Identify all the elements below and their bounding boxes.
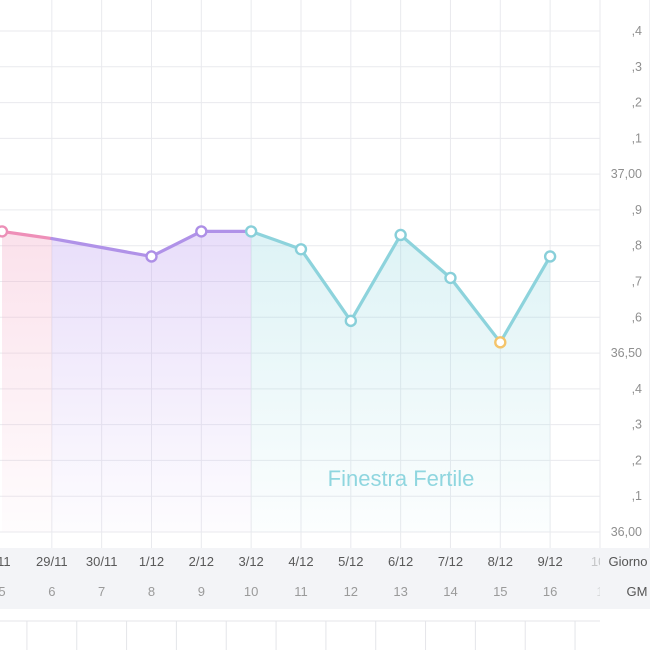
y-tick-label: ,4 (632, 24, 642, 38)
date-row-header: Giorno (608, 554, 647, 569)
phase-fills (2, 231, 551, 532)
y-tick-label: ,6 (632, 310, 642, 324)
data-point (444, 271, 457, 285)
cycle-day-label: 5 (0, 584, 6, 599)
data-point (494, 336, 507, 349)
line-segment-pink (0, 229, 54, 241)
data-point (195, 225, 208, 238)
cycle-day-row-header: GM (627, 584, 648, 599)
x-tick-label: 6/12 (388, 554, 413, 569)
x-tick-label: 8/12 (488, 554, 513, 569)
x-tick-label: 4/12 (288, 554, 313, 569)
fertile-window-label: Finestra Fertile (328, 466, 475, 491)
data-point (543, 250, 557, 263)
data-point (0, 225, 9, 238)
phase-fill-2 (251, 231, 551, 532)
row-header-panel (600, 548, 650, 609)
x-tick-label: 5/12 (338, 554, 363, 569)
y-tick-label: ,8 (632, 239, 642, 253)
y-tick-label: ,7 (632, 275, 642, 289)
x-tick-label: 7/12 (438, 554, 463, 569)
y-tick-label: ,1 (632, 131, 642, 145)
cycle-day-labels: 5 6 7 8 9 10 11 12 13 14 15 16 1 (0, 584, 604, 599)
cycle-day-label: 7 (98, 584, 105, 599)
data-point (145, 250, 158, 263)
y-tick-label: ,4 (632, 382, 642, 396)
cycle-day-label: 6 (48, 584, 55, 599)
x-tick-label: 1/12 (139, 554, 164, 569)
cycle-day-label: 14 (443, 584, 457, 599)
y-tick-label: ,1 (632, 489, 642, 503)
data-point (244, 225, 258, 238)
y-axis-tick-labels: ,4 ,3 ,2 ,1 37,00 ,9 ,8 ,7 ,6 36,50 ,4 ,3 ,2 ,1 36,00 (611, 24, 642, 539)
y-tick-label: 37,00 (611, 167, 642, 181)
y-tick-label: 36,00 (611, 525, 642, 539)
data-point (294, 243, 308, 256)
cycle-day-label: 1 (596, 584, 603, 599)
phase-fill-1 (51, 231, 252, 532)
cycle-day-label: 8 (148, 584, 155, 599)
cycle-day-label: 12 (344, 584, 358, 599)
x-tick-label: /11 (0, 554, 11, 569)
y-tick-label: ,3 (632, 418, 642, 432)
cycle-day-label: 13 (393, 584, 407, 599)
y-tick-label: ,2 (632, 96, 642, 110)
x-tick-label: 29/11 (36, 554, 68, 569)
y-tick-label: ,2 (632, 453, 642, 467)
bottom-column-strip (0, 620, 600, 650)
x-axis-date-labels: /11 29/11 30/11 1/12 2/12 3/12 4/12 5/12 6/12 7/1… (0, 554, 609, 569)
temperature-points (0, 225, 557, 349)
data-point (344, 314, 358, 328)
y-tick-label: ,9 (632, 203, 642, 217)
data-point (394, 228, 407, 242)
cycle-day-label: 16 (543, 584, 557, 599)
x-tick-label: 3/12 (238, 554, 263, 569)
axis-label-band (0, 548, 650, 609)
y-tick-label: 36,50 (611, 346, 642, 360)
cycle-day-label: 9 (198, 584, 205, 599)
y-tick-label: ,3 (632, 60, 642, 74)
cycle-day-label: 15 (493, 584, 507, 599)
phase-fill-0 (2, 231, 52, 532)
cycle-day-label: 11 (294, 584, 308, 599)
cycle-day-label: 10 (244, 584, 258, 599)
x-tick-label: 2/12 (189, 554, 214, 569)
x-tick-label: 9/12 (537, 554, 562, 569)
x-tick-label: 30/11 (86, 554, 118, 569)
